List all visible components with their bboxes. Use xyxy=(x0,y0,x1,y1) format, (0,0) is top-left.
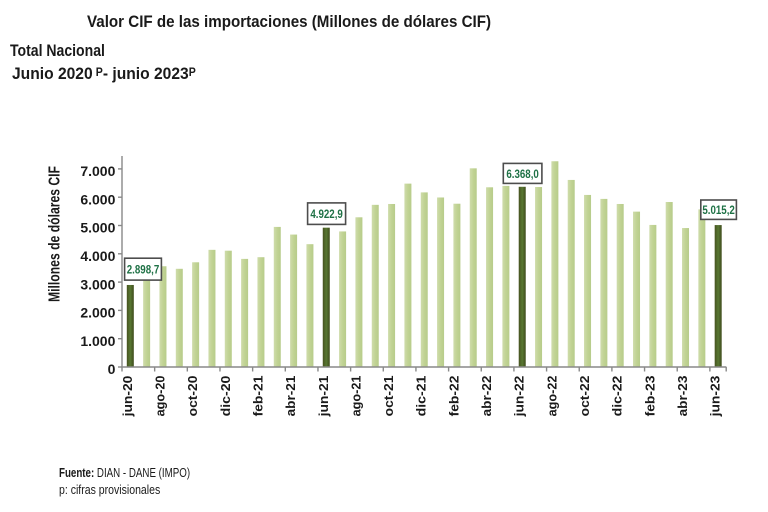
svg-text:4.000: 4.000 xyxy=(80,248,115,264)
svg-text:ago-20: ago-20 xyxy=(152,376,167,417)
svg-text:2.000: 2.000 xyxy=(80,305,115,321)
svg-text:3.000: 3.000 xyxy=(80,276,115,292)
svg-text:0: 0 xyxy=(108,361,116,377)
svg-text:jun-23: jun-23 xyxy=(708,376,723,418)
svg-text:6.000: 6.000 xyxy=(80,191,115,207)
svg-text:jun-20: jun-20 xyxy=(120,376,135,418)
svg-text:oct-20: oct-20 xyxy=(185,376,200,417)
svg-text:abr-21: abr-21 xyxy=(283,376,298,417)
svg-text:ago-22: ago-22 xyxy=(544,376,559,417)
svg-text:2.898,7: 2.898,7 xyxy=(127,263,160,277)
svg-text:oct-22: oct-22 xyxy=(577,376,592,417)
svg-text:5.000: 5.000 xyxy=(80,220,115,236)
svg-text:feb-21: feb-21 xyxy=(250,376,265,417)
svg-text:jun-21: jun-21 xyxy=(316,376,331,418)
svg-text:dic-20: dic-20 xyxy=(218,376,233,417)
svg-text:6.368,0: 6.368,0 xyxy=(506,167,539,181)
svg-text:4.922,9: 4.922,9 xyxy=(310,207,343,221)
svg-text:1.000: 1.000 xyxy=(80,333,115,349)
svg-text:feb-23: feb-23 xyxy=(642,376,657,417)
svg-text:feb-22: feb-22 xyxy=(446,376,461,417)
svg-text:abr-22: abr-22 xyxy=(479,376,494,417)
svg-text:abr-23: abr-23 xyxy=(675,376,690,417)
svg-text:jun-22: jun-22 xyxy=(512,376,527,418)
svg-text:Millones de dólares CIF: Millones de dólares CIF xyxy=(47,166,64,302)
svg-text:5.015,2: 5.015,2 xyxy=(702,203,735,217)
svg-text:dic-21: dic-21 xyxy=(414,376,429,417)
svg-text:dic-22: dic-22 xyxy=(610,376,625,417)
svg-text:7.000: 7.000 xyxy=(80,163,115,179)
svg-text:oct-21: oct-21 xyxy=(381,376,396,417)
svg-text:ago-21: ago-21 xyxy=(348,376,363,417)
